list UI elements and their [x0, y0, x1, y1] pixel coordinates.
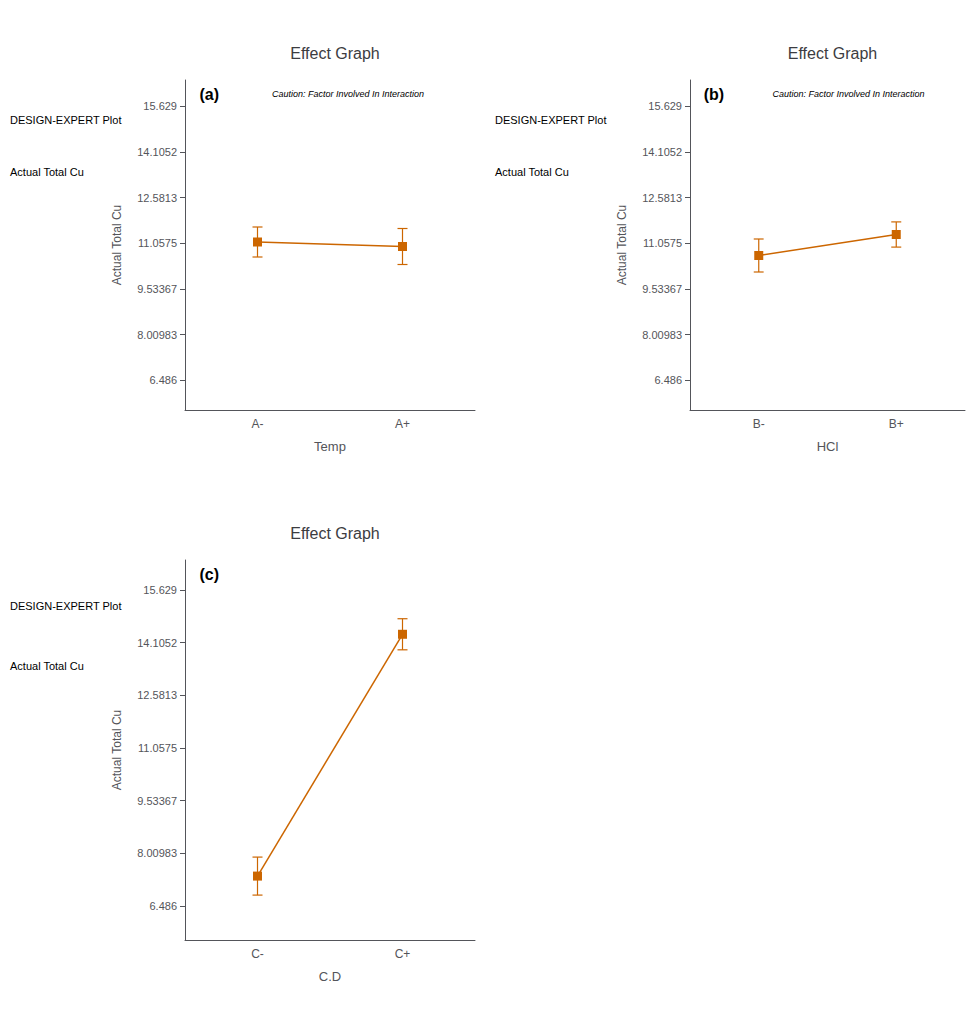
svg-text:6.486: 6.486	[149, 374, 177, 386]
svg-text:11.0575: 11.0575	[138, 742, 177, 754]
svg-text:A-: A-	[252, 417, 264, 431]
svg-text:Caution: Factor Involved In In: Caution: Factor Involved In Interaction	[272, 89, 424, 99]
svg-text:(c): (c)	[200, 566, 220, 583]
svg-text:DESIGN-EXPERT Plot: DESIGN-EXPERT Plot	[10, 114, 121, 126]
svg-text:B+: B+	[889, 417, 904, 431]
svg-text:11.0575: 11.0575	[138, 237, 177, 249]
svg-text:Effect Graph: Effect Graph	[290, 45, 380, 62]
svg-text:C-: C-	[251, 947, 264, 961]
svg-text:HCl: HCl	[817, 439, 839, 454]
svg-text:12.5813: 12.5813	[137, 689, 177, 701]
svg-text:12.5813: 12.5813	[137, 192, 177, 204]
svg-text:14.1052: 14.1052	[137, 146, 177, 158]
svg-text:C.D: C.D	[319, 969, 341, 984]
svg-text:9.53367: 9.53367	[137, 283, 177, 295]
svg-text:DESIGN-EXPERT Plot: DESIGN-EXPERT Plot	[495, 114, 606, 126]
svg-text:Effect Graph: Effect Graph	[290, 525, 380, 542]
svg-text:6.486: 6.486	[149, 900, 177, 912]
svg-text:Actual Total Cu: Actual Total Cu	[110, 710, 124, 791]
svg-text:14.1052: 14.1052	[137, 637, 177, 649]
svg-text:(b): (b)	[704, 86, 724, 103]
svg-text:Actual Total Cu: Actual Total Cu	[10, 166, 84, 178]
svg-text:12.5813: 12.5813	[642, 192, 682, 204]
svg-text:Actual Total Cu: Actual Total Cu	[615, 205, 629, 286]
svg-text:15.629: 15.629	[648, 100, 682, 112]
svg-text:Actual Total Cu: Actual Total Cu	[10, 660, 84, 672]
svg-text:Actual Total Cu: Actual Total Cu	[110, 205, 124, 286]
svg-text:9.53367: 9.53367	[642, 283, 682, 295]
svg-text:15.629: 15.629	[143, 584, 177, 596]
svg-text:8.00983: 8.00983	[137, 847, 177, 859]
svg-text:DESIGN-EXPERT Plot: DESIGN-EXPERT Plot	[10, 600, 121, 612]
svg-text:A+: A+	[395, 417, 410, 431]
svg-text:8.00983: 8.00983	[642, 329, 682, 341]
svg-text:6.486: 6.486	[654, 374, 682, 386]
svg-text:Effect Graph: Effect Graph	[788, 45, 878, 62]
svg-text:(a): (a)	[200, 86, 220, 103]
svg-text:C+: C+	[395, 947, 411, 961]
svg-text:14.1052: 14.1052	[642, 146, 682, 158]
svg-text:8.00983: 8.00983	[137, 329, 177, 341]
svg-text:Temp: Temp	[314, 439, 346, 454]
svg-text:9.53367: 9.53367	[137, 795, 177, 807]
svg-text:15.629: 15.629	[143, 100, 177, 112]
svg-text:B-: B-	[753, 417, 765, 431]
svg-text:Caution: Factor Involved In In: Caution: Factor Involved In Interaction	[773, 89, 925, 99]
svg-text:11.0575: 11.0575	[643, 237, 682, 249]
svg-text:Actual Total Cu: Actual Total Cu	[495, 166, 569, 178]
